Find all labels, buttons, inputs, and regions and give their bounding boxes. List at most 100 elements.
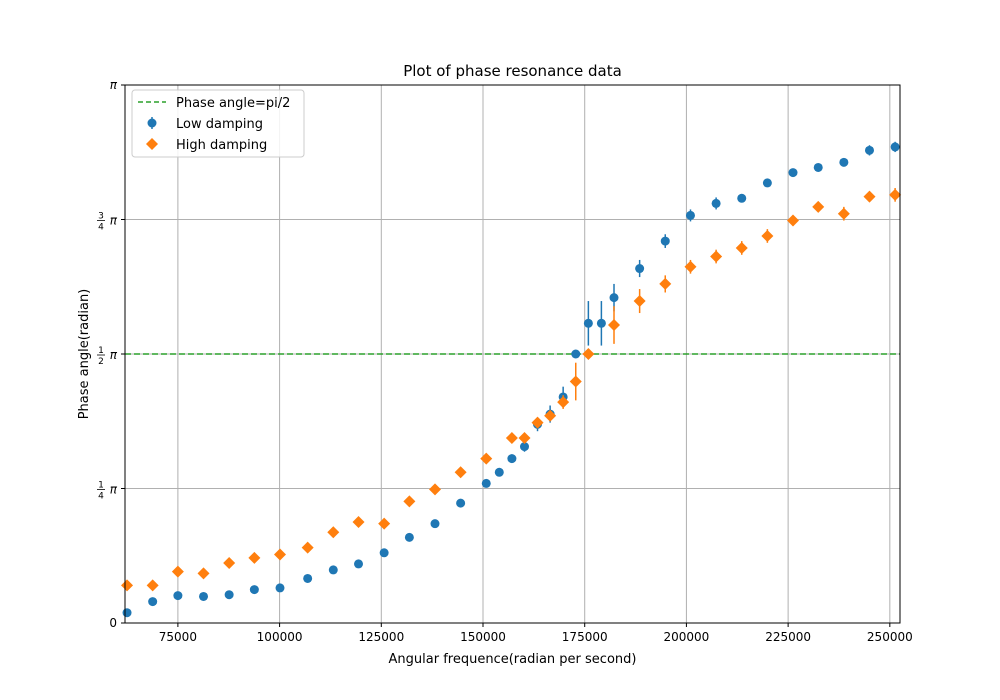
y-tick-label: 12 π [97, 346, 118, 367]
y-tick-label: π [110, 78, 118, 92]
data-point [224, 590, 234, 600]
data-point [518, 432, 531, 445]
data-point [812, 200, 825, 213]
data-point [863, 190, 876, 203]
data-point [788, 168, 798, 178]
data-point [633, 295, 646, 308]
data-point [223, 557, 236, 570]
data-point [889, 188, 902, 201]
data-point [403, 495, 416, 508]
data-point [197, 567, 210, 580]
data-point [354, 559, 364, 569]
y-tick-text: 0 [109, 616, 117, 630]
data-point [507, 454, 517, 464]
data-point [505, 432, 518, 445]
data-point [456, 498, 466, 508]
y-tick-denominator: 4 [98, 491, 104, 501]
data-point [248, 551, 261, 564]
data-point [685, 210, 695, 220]
data-point [684, 260, 697, 273]
data-point [303, 573, 313, 583]
data-point [480, 452, 493, 465]
y-tick-denominator: 4 [98, 222, 104, 232]
legend: Phase angle=pi/2 Low damping High dampin… [131, 89, 305, 158]
x-axis-label: Angular frequence(radian per second) [389, 652, 637, 667]
legend-circle-marker [147, 118, 157, 128]
x-tick-label: 125000 [358, 630, 404, 644]
y-tick-label: 0 [109, 616, 117, 630]
data-point [813, 162, 823, 172]
data-point [328, 565, 338, 575]
data-point [430, 519, 440, 529]
data-point [199, 591, 209, 601]
x-tick-label: 150000 [460, 630, 506, 644]
legend-reference-label: Phase angle=pi/2 [176, 96, 290, 111]
data-point [711, 198, 721, 208]
data-point [121, 579, 134, 592]
y-tick-numerator: 1 [98, 346, 104, 356]
data-point [378, 517, 391, 530]
data-point [596, 318, 606, 328]
data-point [787, 214, 800, 227]
data-point [520, 442, 530, 452]
data-point [761, 229, 774, 242]
y-tick-label: 14 π [97, 480, 118, 501]
data-point [837, 207, 850, 220]
x-tick-label: 200000 [664, 630, 710, 644]
data-point [660, 236, 670, 246]
data-point [864, 145, 874, 155]
data-point [173, 591, 183, 601]
data-point [249, 585, 259, 595]
data-point [737, 193, 747, 203]
series-high-damping [121, 188, 902, 592]
x-tick-label: 75000 [159, 630, 197, 644]
data-point [494, 467, 504, 477]
data-point [301, 541, 314, 554]
data-point [571, 349, 581, 359]
data-point [582, 347, 595, 360]
data-point [531, 416, 544, 429]
y-tick-numerator: 1 [98, 480, 104, 490]
data-point [609, 293, 619, 303]
y-tick-numerator: 3 [98, 211, 104, 221]
data-point [379, 548, 389, 558]
data-point [146, 579, 159, 592]
legend-low-damping-label: Low damping [176, 117, 263, 132]
data-point [327, 526, 340, 539]
data-point [122, 608, 132, 618]
data-point [352, 515, 365, 528]
legend-diamond-marker [146, 138, 158, 150]
x-tick-label: 225000 [765, 630, 811, 644]
x-tick-label: 100000 [257, 630, 303, 644]
legend-box [131, 89, 305, 158]
chart-title: Plot of phase resonance data [403, 62, 622, 80]
y-tick-pi: π [110, 348, 118, 362]
y-tick-denominator: 2 [98, 357, 104, 367]
data-point [710, 250, 723, 263]
data-point [148, 597, 158, 607]
data-point [735, 241, 748, 254]
data-point [557, 396, 570, 409]
y-axis-label: Phase angle(radian) [77, 289, 92, 420]
legend-high-damping-label: High damping [176, 138, 267, 153]
data-point [544, 409, 557, 422]
data-point [890, 142, 900, 152]
x-tick-label: 175000 [562, 630, 608, 644]
series-layer [121, 141, 902, 618]
legend-low-damping-swatch [147, 117, 157, 129]
data-point [839, 157, 849, 167]
data-point [659, 277, 672, 290]
data-point [583, 318, 593, 328]
x-tick-label: 250000 [867, 630, 913, 644]
series-low-damping [122, 141, 900, 618]
data-point [404, 532, 414, 542]
data-point [635, 264, 645, 274]
y-tick-label: 34 π [97, 211, 118, 232]
legend-high-damping-swatch [146, 138, 158, 150]
data-point [481, 478, 491, 488]
data-point [762, 178, 772, 188]
tick-layer: 75000 100000 125000 150000 175000 200000 22500… [97, 78, 913, 644]
data-point [429, 483, 441, 496]
